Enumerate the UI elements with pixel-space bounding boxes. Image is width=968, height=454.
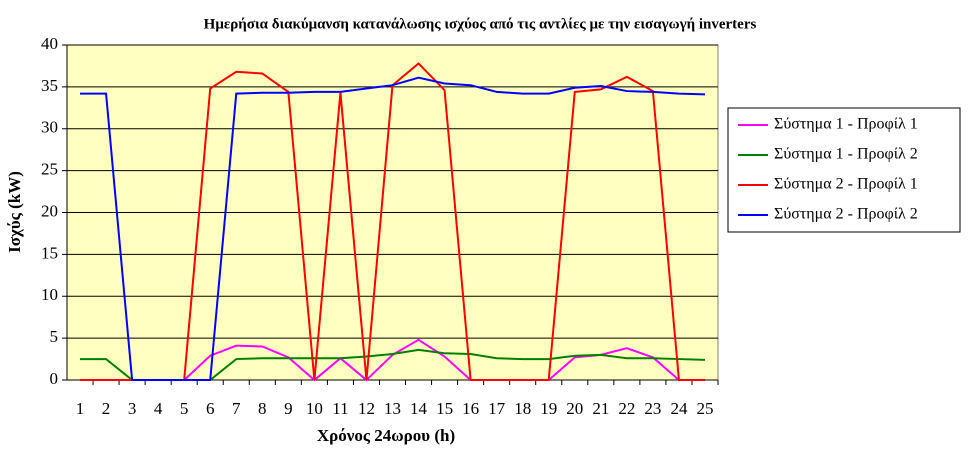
x-tick-label: 7 xyxy=(232,399,241,418)
y-tick-label: 15 xyxy=(41,243,58,262)
x-axis-label: Χρόνος 24ωρου (h) xyxy=(317,426,455,445)
x-tick-label: 3 xyxy=(128,399,137,418)
legend-label: Σύστημα 2 - Προφίλ 2 xyxy=(774,206,918,223)
x-tick-label: 24 xyxy=(670,399,688,418)
x-tick-label: 20 xyxy=(566,399,583,418)
legend-label: Σύστημα 2 - Προφίλ 1 xyxy=(774,176,918,193)
x-tick-label: 10 xyxy=(306,399,323,418)
x-tick-label: 2 xyxy=(102,399,111,418)
x-tick-label: 14 xyxy=(410,399,428,418)
series-line xyxy=(80,76,706,381)
legend-label: Σύστημα 1 - Προφίλ 1 xyxy=(774,116,918,133)
y-axis-label: Ισχύς (kW) xyxy=(5,171,24,253)
x-tick-label: 12 xyxy=(358,399,375,418)
legend-label: Σύστημα 1 - Προφίλ 2 xyxy=(774,146,918,163)
x-tick-label: 23 xyxy=(644,399,661,418)
y-tick-label: 30 xyxy=(41,118,58,137)
x-tick-label: 1 xyxy=(76,399,85,418)
y-tick-label: 35 xyxy=(41,76,58,95)
y-tick-label: 5 xyxy=(50,327,59,346)
legend-box xyxy=(727,107,961,233)
x-tick-label: 21 xyxy=(592,399,609,418)
x-tick-label: 18 xyxy=(514,399,531,418)
x-tick-label: 9 xyxy=(284,399,293,418)
x-tick-label: 25 xyxy=(696,399,713,418)
chart-title: Ημερήσια διακύμανση κατανάλωσης ισχύος α… xyxy=(204,16,757,32)
x-tick-label: 4 xyxy=(154,399,163,418)
x-tick-label: 5 xyxy=(180,399,189,418)
x-tick-label: 15 xyxy=(436,399,453,418)
y-tick-label: 25 xyxy=(41,160,58,179)
x-tick-label: 22 xyxy=(618,399,635,418)
y-tick-label: 0 xyxy=(50,369,59,388)
y-tick-label: 20 xyxy=(41,201,58,220)
y-tick-label: 10 xyxy=(41,285,58,304)
x-tick-label: 11 xyxy=(332,399,348,418)
x-tick-label: 6 xyxy=(206,399,215,418)
x-tick-label: 17 xyxy=(488,399,506,418)
x-tick-label: 13 xyxy=(384,399,401,418)
y-tick-label: 40 xyxy=(41,34,58,53)
x-tick-label: 19 xyxy=(540,399,557,418)
x-tick-label: 16 xyxy=(462,399,479,418)
x-tick-label: 8 xyxy=(258,399,267,418)
